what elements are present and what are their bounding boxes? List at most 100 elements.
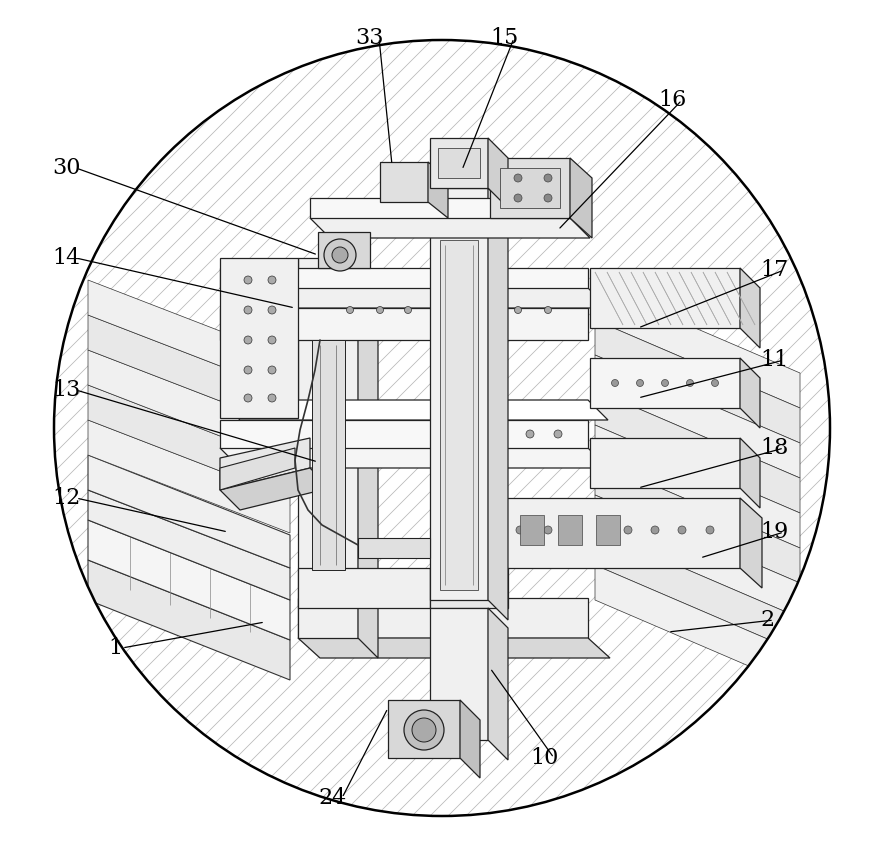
Circle shape (377, 306, 384, 314)
Polygon shape (88, 520, 290, 640)
Circle shape (624, 526, 632, 534)
Polygon shape (558, 515, 582, 545)
Polygon shape (595, 565, 800, 688)
Polygon shape (590, 358, 740, 408)
Polygon shape (595, 355, 800, 478)
Polygon shape (88, 280, 290, 393)
Polygon shape (88, 455, 290, 568)
Circle shape (706, 526, 714, 534)
Polygon shape (740, 268, 760, 348)
Polygon shape (428, 162, 448, 218)
Polygon shape (570, 158, 592, 238)
Polygon shape (220, 288, 608, 308)
Text: 2: 2 (760, 609, 774, 631)
Circle shape (268, 394, 276, 402)
Text: 18: 18 (760, 437, 789, 459)
Circle shape (516, 526, 524, 534)
Circle shape (466, 430, 474, 438)
Polygon shape (490, 158, 570, 218)
Polygon shape (298, 598, 588, 638)
Circle shape (636, 380, 644, 386)
Circle shape (459, 306, 466, 314)
Text: 19: 19 (760, 521, 789, 543)
Polygon shape (740, 358, 760, 428)
Text: 10: 10 (530, 747, 559, 769)
Circle shape (436, 430, 444, 438)
Polygon shape (88, 350, 290, 463)
Polygon shape (590, 438, 740, 488)
Circle shape (268, 276, 276, 284)
Polygon shape (220, 308, 588, 340)
Polygon shape (488, 608, 508, 760)
Circle shape (544, 174, 552, 182)
Circle shape (268, 366, 276, 374)
Circle shape (514, 306, 522, 314)
Polygon shape (595, 285, 800, 408)
Polygon shape (438, 148, 480, 178)
Polygon shape (312, 340, 345, 570)
Circle shape (404, 710, 444, 750)
Circle shape (544, 526, 552, 534)
Polygon shape (88, 315, 290, 428)
Circle shape (678, 526, 686, 534)
Polygon shape (590, 268, 740, 328)
Polygon shape (500, 168, 560, 208)
Text: 13: 13 (52, 379, 80, 401)
Circle shape (324, 239, 356, 271)
Circle shape (554, 430, 562, 438)
Polygon shape (740, 438, 760, 508)
Polygon shape (220, 420, 588, 448)
Polygon shape (358, 258, 378, 658)
Circle shape (268, 336, 276, 344)
Circle shape (687, 380, 694, 386)
Polygon shape (358, 538, 430, 558)
Polygon shape (388, 700, 460, 758)
Polygon shape (220, 258, 298, 418)
Polygon shape (430, 568, 508, 608)
Circle shape (244, 394, 252, 402)
Polygon shape (88, 490, 290, 600)
Circle shape (268, 306, 276, 314)
Text: 12: 12 (52, 487, 80, 509)
Polygon shape (596, 515, 620, 545)
Polygon shape (380, 162, 428, 202)
Polygon shape (430, 188, 488, 600)
Circle shape (612, 380, 619, 386)
Polygon shape (430, 138, 488, 188)
Circle shape (661, 380, 668, 386)
Circle shape (244, 336, 252, 344)
Polygon shape (298, 638, 610, 658)
Circle shape (544, 194, 552, 202)
Circle shape (496, 430, 504, 438)
Circle shape (486, 306, 493, 314)
Polygon shape (220, 400, 608, 420)
Polygon shape (520, 515, 544, 545)
Polygon shape (220, 448, 608, 468)
Polygon shape (595, 320, 800, 443)
Polygon shape (88, 385, 290, 498)
Circle shape (712, 380, 719, 386)
Text: 17: 17 (760, 259, 789, 281)
Text: 15: 15 (490, 27, 518, 49)
Polygon shape (220, 438, 310, 490)
Circle shape (571, 526, 579, 534)
Circle shape (545, 306, 552, 314)
Text: 1: 1 (108, 637, 122, 659)
Text: 33: 33 (355, 27, 384, 49)
Circle shape (598, 526, 606, 534)
Circle shape (332, 247, 348, 263)
Polygon shape (595, 530, 800, 653)
Circle shape (244, 276, 252, 284)
Polygon shape (488, 138, 508, 208)
Polygon shape (88, 560, 290, 680)
Polygon shape (310, 218, 590, 238)
Polygon shape (460, 700, 480, 778)
Polygon shape (595, 460, 800, 583)
Circle shape (431, 306, 438, 314)
Circle shape (526, 430, 534, 438)
Text: 24: 24 (318, 787, 347, 809)
Polygon shape (595, 425, 800, 548)
Polygon shape (88, 420, 290, 533)
Circle shape (412, 718, 436, 742)
Circle shape (405, 306, 411, 314)
